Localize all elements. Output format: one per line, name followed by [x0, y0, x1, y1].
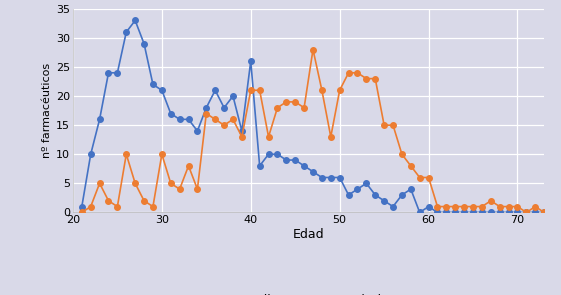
Titular: [79, 211, 85, 214]
Adjunto: [363, 181, 370, 185]
Legend: Adjunto, Titular: Adjunto, Titular: [218, 289, 399, 295]
Titular: [496, 205, 503, 208]
Adjunto: [381, 199, 388, 203]
Line: Adjunto: Adjunto: [79, 18, 547, 215]
Adjunto: [354, 187, 361, 191]
Adjunto: [452, 211, 459, 214]
Adjunto: [79, 205, 85, 208]
Titular: [381, 123, 388, 127]
Adjunto: [541, 211, 548, 214]
X-axis label: Edad: Edad: [293, 228, 324, 241]
Titular: [363, 77, 370, 81]
Line: Titular: Titular: [79, 47, 547, 215]
Y-axis label: nº farmacéuticos: nº farmacéuticos: [42, 63, 52, 158]
Adjunto: [390, 205, 397, 208]
Titular: [541, 211, 548, 214]
Titular: [203, 112, 210, 115]
Adjunto: [416, 211, 423, 214]
Titular: [354, 71, 361, 75]
Adjunto: [132, 19, 139, 22]
Titular: [310, 48, 316, 51]
Adjunto: [212, 88, 219, 92]
Titular: [443, 205, 450, 208]
